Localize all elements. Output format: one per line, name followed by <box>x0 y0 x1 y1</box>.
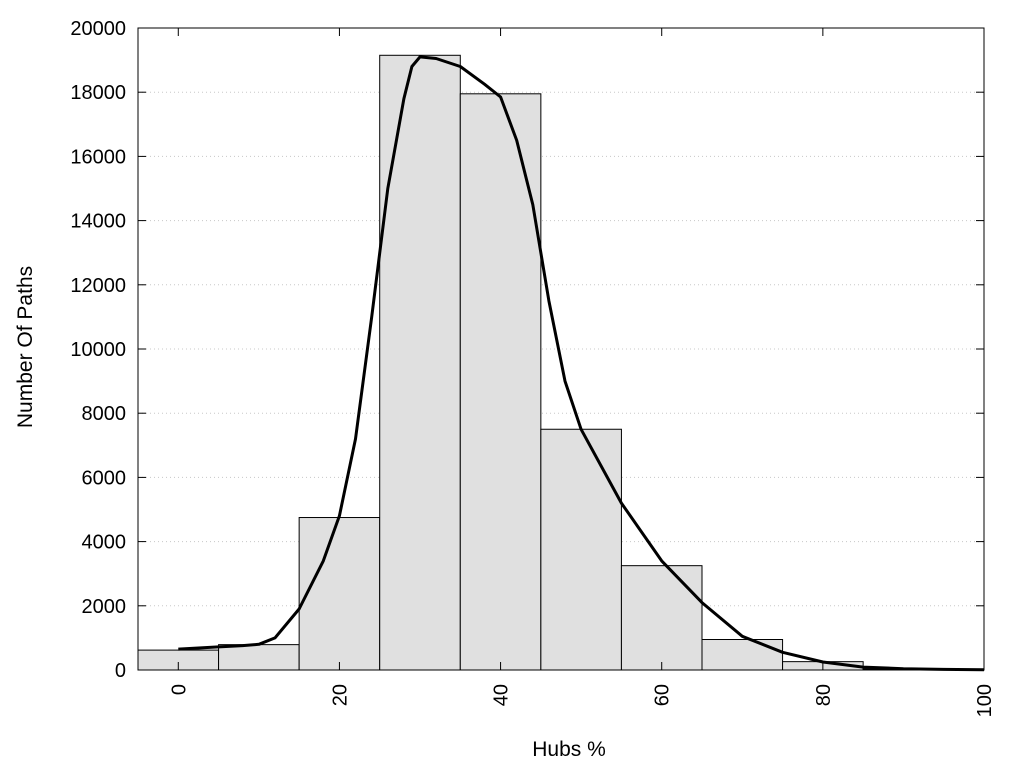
y-tick-label: 0 <box>115 660 126 682</box>
y-axis-title: Number Of Paths <box>14 266 37 428</box>
histogram-bar <box>459 93 542 671</box>
y-tick-label: 10000 <box>70 339 126 361</box>
x-axis-title: Hubs % <box>532 738 606 761</box>
x-tick-label: 40 <box>491 684 513 706</box>
x-tick-label: 0 <box>168 684 190 695</box>
x-tick-label: 60 <box>652 684 674 706</box>
fit-curve-line <box>178 55 985 672</box>
y-tick-label: 14000 <box>70 211 126 233</box>
histogram-bar <box>298 517 381 671</box>
x-axis: 0 20 40 60 80 100 <box>168 28 996 717</box>
y-axis: 0 2000 4000 6000 8000 10000 12000 14000 16000 180… <box>70 18 984 682</box>
histogram-bar <box>620 565 703 671</box>
histogram-bar <box>218 644 300 671</box>
x-tick-label: 20 <box>329 684 351 706</box>
fitted-curve <box>178 55 985 672</box>
y-tick-label: 2000 <box>82 596 127 618</box>
y-tick-label: 4000 <box>82 532 127 554</box>
histogram-bar <box>379 54 461 671</box>
x-tick-label: 100 <box>974 684 996 717</box>
y-tick-label: 18000 <box>70 82 126 104</box>
y-tick-label: 8000 <box>82 403 127 425</box>
y-tick-label: 16000 <box>70 146 126 168</box>
histogram-bar <box>701 639 784 671</box>
histogram-bar <box>540 428 622 671</box>
grid-lines <box>138 91 984 607</box>
y-tick-label: 6000 <box>82 467 127 489</box>
x-tick-label: 80 <box>813 684 835 706</box>
histogram-bars <box>137 54 985 671</box>
y-tick-label: 12000 <box>70 275 126 297</box>
y-tick-label: 20000 <box>70 18 126 40</box>
